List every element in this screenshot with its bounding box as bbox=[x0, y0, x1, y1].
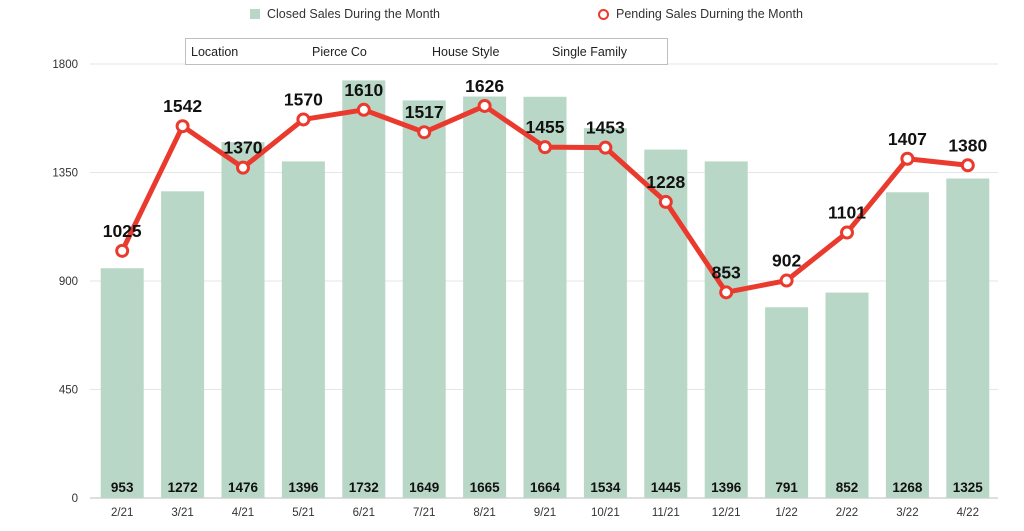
pending-point-marker bbox=[658, 194, 673, 209]
pending-point-marker bbox=[840, 225, 854, 240]
pending-point-marker bbox=[598, 140, 613, 155]
legend-closed-sales: Closed Sales During the Month bbox=[250, 5, 440, 23]
pending-value-label: 853 bbox=[712, 262, 741, 282]
bar-value-label: 1664 bbox=[530, 480, 561, 495]
pending-point-marker bbox=[115, 243, 130, 258]
x-tick-label: 7/21 bbox=[413, 507, 435, 519]
pending-value-label: 1542 bbox=[163, 96, 202, 116]
pending-point-marker bbox=[477, 98, 492, 113]
y-tick-label: 0 bbox=[72, 493, 78, 505]
pending-value-label: 1025 bbox=[103, 221, 142, 241]
bar-closed-sales bbox=[463, 96, 507, 499]
legend-pending-sales: Pending Sales Durning the Month bbox=[598, 5, 803, 23]
bar-value-label: 1665 bbox=[470, 480, 501, 495]
x-tick-label: 10/21 bbox=[591, 507, 620, 519]
bar-value-label: 1732 bbox=[349, 480, 379, 495]
pending-value-label: 1610 bbox=[344, 80, 383, 100]
pending-value-label: 1370 bbox=[224, 138, 263, 158]
bar-value-label: 1476 bbox=[228, 480, 259, 495]
y-tick-label: 450 bbox=[59, 385, 78, 397]
bar-value-label: 953 bbox=[111, 480, 134, 495]
pending-point-marker bbox=[296, 112, 311, 127]
bar-value-label: 1272 bbox=[168, 480, 198, 495]
pending-point-marker bbox=[900, 151, 915, 166]
bar-value-label: 852 bbox=[836, 480, 859, 495]
x-tick-label: 5/21 bbox=[292, 507, 314, 519]
pending-point-marker bbox=[417, 125, 432, 140]
pending-value-label: 1228 bbox=[646, 172, 685, 192]
bar-closed-sales bbox=[765, 307, 809, 498]
pending-value-label: 1455 bbox=[526, 117, 565, 137]
pending-value-label: 1453 bbox=[586, 118, 625, 138]
bar-closed-sales bbox=[281, 161, 325, 499]
bar-closed-sales bbox=[100, 268, 144, 498]
pending-point-marker bbox=[356, 102, 371, 117]
bar-value-label: 1649 bbox=[409, 480, 439, 495]
x-tick-label: 4/21 bbox=[232, 507, 254, 519]
pending-value-label: 1380 bbox=[948, 135, 987, 155]
x-tick-label: 9/21 bbox=[534, 507, 556, 519]
legend-line-marker-icon bbox=[598, 8, 609, 20]
pending-value-label: 1101 bbox=[828, 203, 866, 223]
filter-box: Location Pierce Co House Style Single Fa… bbox=[185, 38, 668, 65]
pending-point-marker bbox=[175, 119, 190, 134]
legend-pending-label: Pending Sales Durning the Month bbox=[616, 7, 803, 21]
bar-closed-sales bbox=[221, 142, 265, 498]
pending-value-label: 1517 bbox=[405, 102, 444, 122]
bar-value-label: 1268 bbox=[892, 480, 923, 495]
y-tick-label: 1800 bbox=[52, 59, 78, 71]
x-tick-label: 6/21 bbox=[353, 507, 375, 519]
x-tick-label: 8/21 bbox=[473, 507, 495, 519]
bar-closed-sales bbox=[161, 191, 205, 498]
filter-style-value: Single Family bbox=[552, 45, 628, 59]
bar-closed-sales bbox=[523, 96, 567, 499]
x-tick-label: 4/22 bbox=[957, 507, 979, 519]
bar-closed-sales bbox=[946, 178, 990, 498]
pending-point-marker bbox=[719, 285, 734, 300]
bar-closed-sales bbox=[583, 128, 627, 498]
pending-point-marker bbox=[236, 160, 250, 175]
pending-value-label: 1570 bbox=[284, 89, 323, 109]
bar-closed-sales bbox=[885, 192, 929, 498]
bar-closed-sales bbox=[825, 292, 869, 498]
x-tick-label: 2/21 bbox=[111, 507, 133, 519]
x-tick-label: 11/21 bbox=[652, 507, 680, 519]
bar-value-label: 1534 bbox=[590, 480, 621, 495]
y-tick-label: 1350 bbox=[52, 168, 78, 180]
bar-closed-sales bbox=[704, 161, 748, 499]
x-tick-label: 2/22 bbox=[836, 507, 858, 519]
x-tick-label: 3/21 bbox=[171, 507, 193, 519]
filter-location-label: Location bbox=[191, 45, 239, 59]
filter-style-label: House Style bbox=[432, 45, 500, 59]
y-tick-label: 900 bbox=[59, 276, 78, 288]
legend-bar-swatch-icon bbox=[250, 9, 260, 19]
x-tick-label: 1/22 bbox=[775, 507, 797, 519]
bar-value-label: 1396 bbox=[288, 480, 319, 495]
x-tick-label: 12/21 bbox=[712, 507, 741, 519]
pending-point-marker bbox=[779, 273, 794, 288]
bar-value-label: 1325 bbox=[953, 480, 984, 495]
pending-value-label: 1407 bbox=[888, 129, 927, 149]
bar-value-label: 1396 bbox=[711, 480, 742, 495]
bar-closed-sales bbox=[402, 100, 446, 498]
filter-location-value: Pierce Co bbox=[312, 45, 367, 59]
pending-point-marker bbox=[538, 140, 552, 155]
x-tick-label: 3/22 bbox=[896, 507, 918, 519]
bar-value-label: 791 bbox=[775, 480, 798, 495]
bar-value-label: 1445 bbox=[651, 480, 682, 495]
legend-closed-label: Closed Sales During the Month bbox=[267, 7, 441, 21]
pending-value-label: 902 bbox=[772, 251, 801, 271]
bar-closed-sales bbox=[342, 80, 386, 498]
pending-point-marker bbox=[960, 158, 975, 173]
pending-value-label: 1626 bbox=[465, 76, 504, 96]
